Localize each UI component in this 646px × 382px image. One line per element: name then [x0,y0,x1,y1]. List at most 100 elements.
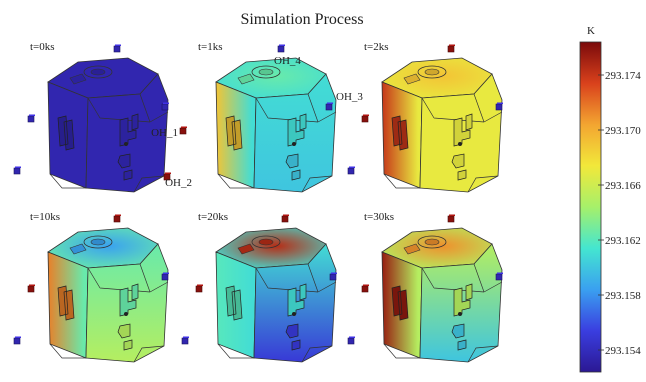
colorbar-tick-label: 293.154 [605,345,641,357]
colorbar-tick-label: 293.170 [605,125,641,137]
front-port-hole [124,142,128,146]
colorbar-tick-label: 293.166 [605,180,641,192]
probe-oh3 [325,103,333,111]
front-lower-detail [451,153,467,181]
probe-top-shade [15,166,21,168]
probe-top-shade [29,114,35,116]
probe-oh1 [447,45,455,53]
front-port-hole [292,142,296,146]
probe-top-shade [29,284,35,286]
top-ring-detail [251,235,281,249]
frame-time-label: t=10ks [30,211,60,223]
probe-oh1 [179,127,187,135]
front-bracket-detail [287,283,307,317]
probe-oh1 [447,215,455,223]
top-ring-inner [258,238,274,246]
probe-oh2 [361,285,369,293]
probe-top-shade [115,44,121,46]
top-ring-inner [424,238,440,246]
probe-oh3 [347,337,355,345]
front-port-hole [292,312,296,316]
probe-top-shade [183,336,189,338]
top-ring-inner [424,68,440,76]
front-bracket-detail [453,113,473,147]
probe-top-shade [163,102,169,104]
probe-oh2 [195,285,203,293]
probe-top-shade [349,336,355,338]
front-bracket-detail [119,113,139,147]
frame-t-30ks: t=30ks [347,211,503,363]
front-bracket-detail [287,113,307,147]
probe-top-shade [197,284,203,286]
probe-oh4 [161,273,169,281]
frame-time-label: t=1ks [198,41,223,53]
probe-top-shade [181,126,187,128]
side-bracket-detail [57,285,75,321]
front-port-hole [124,312,128,316]
top-ring-detail [83,65,113,79]
probe-top-shade [283,214,289,216]
frames-layer: t=0ks t=1ks OH_1 OH_2 OH_3 OH_4 t=2ks t=10ks t=2… [13,41,503,363]
top-ring-detail [417,235,447,249]
front-lower-detail [117,153,133,181]
probe-top-shade [163,272,169,274]
probe-oh3 [181,337,189,345]
probe-top-shade [449,214,455,216]
top-ring-inner [90,68,106,76]
front-bracket-detail [453,283,473,317]
frame-time-label: t=0ks [30,41,55,53]
frame-t-2ks: t=2ks [347,41,503,193]
frame-t-20ks: t=20ks [181,211,337,363]
probe-label-oh1: OH_1 [151,127,178,139]
probe-top-shade [363,114,369,116]
probe-oh4 [161,103,169,111]
colorbar-tick-label: 293.158 [605,290,641,302]
front-lower-detail [117,323,133,351]
probe-oh3 [347,167,355,175]
colorbar-tick-label: 293.162 [605,235,641,247]
front-lower-detail [285,153,301,181]
probe-oh4 [329,273,337,281]
top-ring-inner [90,238,106,246]
probe-oh1 [113,215,121,223]
top-ring-detail [83,235,113,249]
probe-top-shade [165,172,171,174]
probe-top-shade [327,102,333,104]
colorbar: K 293.174293.170293.166293.162293.158293… [579,25,641,373]
side-bracket-detail [57,115,75,151]
probe-top-shade [449,44,455,46]
top-bracket-detail [237,243,255,255]
probe-oh2 [27,115,35,123]
front-port-hole [458,142,462,146]
side-bracket-detail [391,285,409,321]
probe-oh2 [361,115,369,123]
colorbar-unit-label: K [587,25,595,37]
colorbar-ticks: 293.174 293.170 293.166 293.162 293.158 293.1… [598,70,641,357]
probe-top-shade [331,272,337,274]
probe-top-shade [497,102,503,104]
front-port-hole [458,312,462,316]
probe-label-oh4: OH_4 [274,55,301,67]
frame-time-label: t=2ks [364,41,389,53]
probe-oh4 [277,45,285,53]
top-bracket-detail [69,73,87,85]
front-lower-detail [451,323,467,351]
probe-label-oh2: OH_2 [165,177,192,189]
frame-t-1ks: t=1ks OH_1 OH_2 OH_3 OH_4 [151,41,363,193]
probe-oh1 [281,215,289,223]
front-bracket-detail [119,283,139,317]
side-bracket-detail [391,115,409,151]
probe-label-oh3: OH_3 [336,91,363,103]
probe-oh4 [495,103,503,111]
top-bracket-detail [69,243,87,255]
probe-oh1 [113,45,121,53]
top-ring-detail [417,65,447,79]
frame-time-label: t=30ks [364,211,394,223]
probe-top-shade [279,44,285,46]
top-ring-detail [251,65,281,79]
top-bracket-detail [403,243,421,255]
frame-time-label: t=20ks [198,211,228,223]
probe-top-shade [497,272,503,274]
probe-oh3 [13,337,21,345]
probe-top-shade [15,336,21,338]
